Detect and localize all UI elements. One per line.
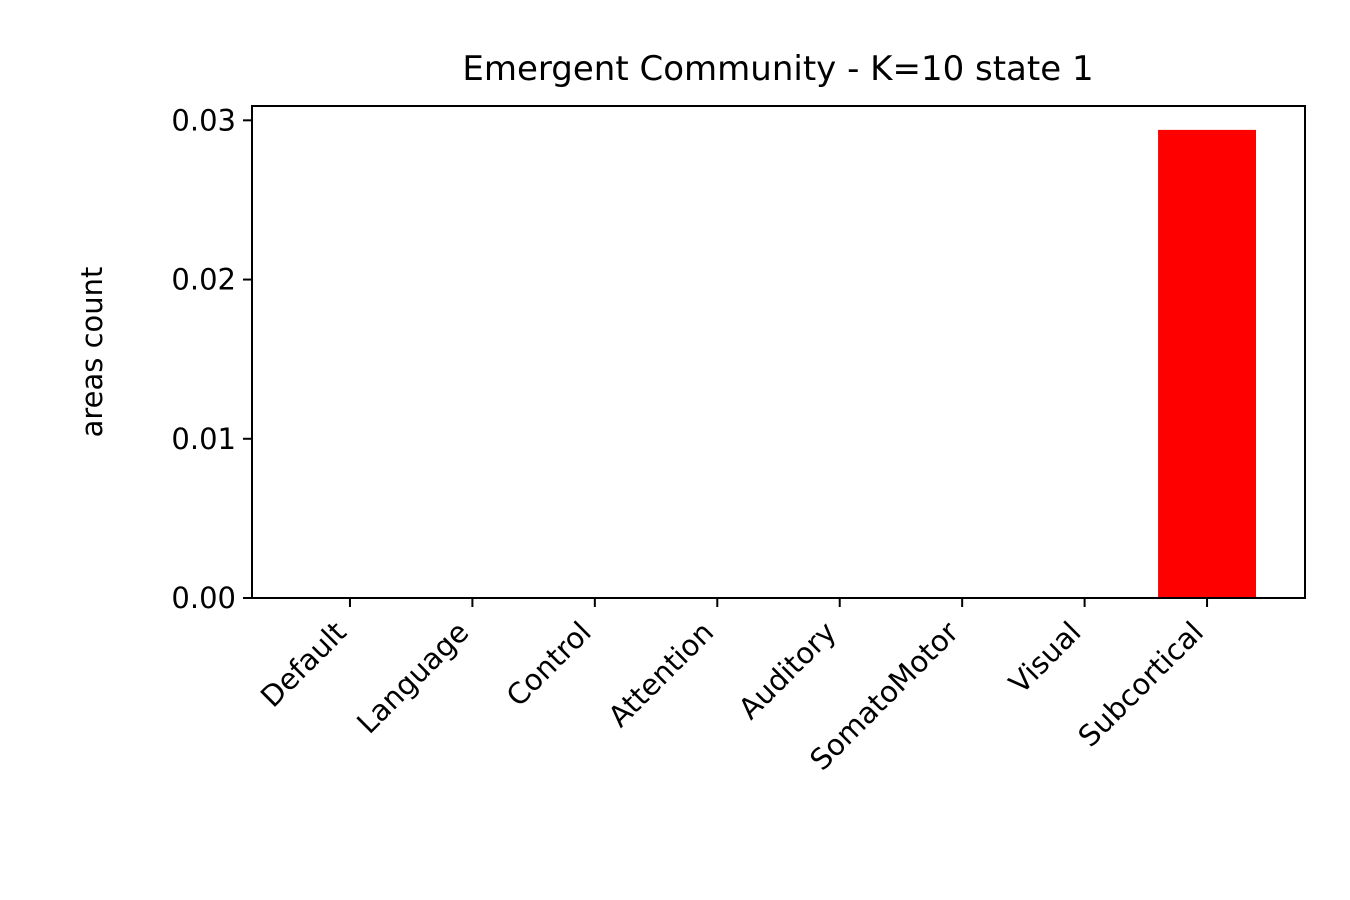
y-tick-label: 0.03 (171, 103, 236, 137)
y-tick-label: 0.01 (171, 422, 236, 456)
plot-area-frame (251, 105, 1306, 599)
y-axis-label: areas count (75, 267, 109, 438)
bar-subcortical (1158, 129, 1257, 598)
bars (1158, 129, 1257, 598)
y-axis-ticks: 0.00 0.01 0.02 0.03 (171, 103, 252, 615)
chart-title: Emergent Community - K=10 state 1 (462, 49, 1093, 89)
y-tick-label: 0.02 (171, 263, 236, 297)
y-tick-label: 0.00 (171, 581, 236, 615)
